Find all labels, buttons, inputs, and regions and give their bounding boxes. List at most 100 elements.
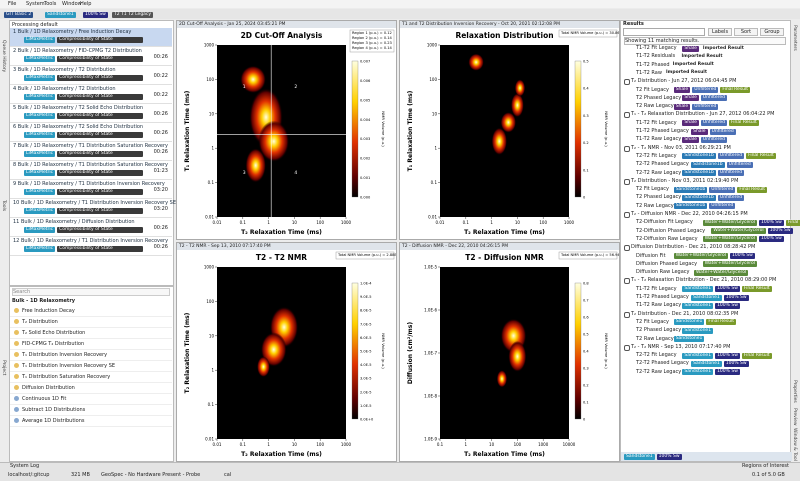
plot-tab[interactable]: T2 - T2 NMR - Sep 13, 2010 07:17:40 PM — [179, 244, 271, 249]
result-label[interactable]: T1-T2 Fit Legacy — [636, 285, 677, 292]
result-label[interactable]: T2 Raw Legacy — [636, 103, 674, 110]
result-tags: Sandstone1b Unfiltered — [682, 169, 746, 176]
library-item[interactable]: T₂ Solid Echo Distribution — [10, 328, 172, 339]
plot-tab[interactable]: T2 - Diffusion NMR - Dec 22, 2010 04:26:… — [402, 244, 509, 249]
result-label[interactable]: T1-T2 Phased Legacy — [636, 294, 689, 300]
menu-item[interactable]: Window — [62, 1, 82, 7]
library-item[interactable]: T₁ Distribution Saturation Recovery — [10, 372, 172, 383]
item-icon — [14, 330, 19, 335]
menu-item[interactable]: File — [8, 1, 17, 7]
legend-entry: Total NMR Volume (p.u.) = 2.88E-3 — [337, 253, 396, 257]
results-button[interactable]: Sort — [734, 28, 758, 36]
library-item-label: Continuous 1D Fit — [22, 396, 67, 402]
result-label[interactable]: T1-T2 Phased Legacy — [636, 128, 689, 134]
queue-item[interactable]: 7 Bulk / 1D Relaxometry / T1 Distributio… — [10, 142, 172, 161]
group-title[interactable]: T₁ - T₂ Relaxation Distribution - Dec 21… — [631, 277, 777, 284]
side-tab[interactable]: Properties — [792, 380, 797, 403]
result-label[interactable]: T2-T2 Fit Legacy — [636, 152, 677, 159]
x-tick-label: 1 — [490, 220, 493, 225]
result-label[interactable]: T1-T2 Raw Legacy — [636, 302, 682, 309]
menu-item[interactable]: Tools — [44, 1, 57, 7]
queue-item[interactable]: 5 Bulk / 1D Relaxometry / T2 Solid Echo … — [10, 104, 172, 123]
queue-item[interactable]: 6 Bulk / 1D Relaxometry / T2 Solid Echo … — [10, 123, 172, 142]
group-title[interactable]: T₂ - Diffusion NMR - Dec 22, 2010 04:26:… — [631, 211, 748, 217]
heat-blob — [258, 120, 290, 162]
queue-item[interactable]: 9 Bulk / 1D Relaxometry / T1 Distributio… — [10, 180, 172, 199]
side-tab[interactable]: Parameters — [792, 25, 797, 51]
queue-item[interactable]: 3 Bulk / 1D Relaxometry / T2 Distributio… — [10, 66, 172, 85]
results-button[interactable]: Labels — [708, 28, 732, 36]
side-tab[interactable]: Queue History — [1, 40, 6, 73]
queue-item[interactable]: 4 Bulk / 1D Relaxometry / T2 Distributio… — [10, 85, 172, 104]
result-label[interactable]: T2 Fit Legacy — [636, 86, 669, 93]
library-item[interactable]: Diffusion Distribution — [10, 383, 172, 394]
group-title[interactable]: T₂ Distribution - Jun 27, 2012 06:04:45 … — [631, 78, 737, 85]
y-tick-label: 10 — [209, 111, 215, 116]
queue-item[interactable]: 2 Bulk / 1D Relaxometry / FID-CPMG T2 Di… — [10, 47, 172, 66]
side-tab[interactable]: Preview — [792, 408, 797, 426]
library-item[interactable]: Continuous 1D Fit — [10, 394, 172, 405]
result-label[interactable]: T2 Phased Legacy — [636, 194, 682, 201]
result-label[interactable]: T2-T2 Raw Legacy — [636, 169, 682, 176]
result-label[interactable]: T1-T2 Fit Legacy — [636, 45, 677, 51]
result-label[interactable]: T2-T2 Phased Legacy — [636, 161, 689, 168]
group-title[interactable]: T₂ Distribution - Nov 03, 2011 02:19:40 … — [631, 177, 739, 184]
result-label[interactable]: Diffusion Fit — [636, 252, 666, 259]
queue-item[interactable]: 12 Bulk / 1D Relaxometry / T1 Distributi… — [10, 237, 172, 256]
search-box[interactable]: Search — [12, 288, 170, 296]
result-label[interactable]: T2 Phased Legacy — [636, 327, 682, 334]
tag: 100% Sw — [729, 253, 755, 259]
side-tab[interactable]: Window & Tool — [792, 428, 797, 461]
result-label[interactable]: T1-T2 Raw Legacy — [636, 136, 682, 143]
library-item[interactable]: Subtract 1D Distributions — [10, 405, 172, 416]
queue-item[interactable]: 11 Bulk / 1D Relaxometry / Diffusion Dis… — [10, 218, 172, 237]
queue-item[interactable]: 8 Bulk / 1D Relaxometry / T1 Distributio… — [10, 161, 172, 180]
group-icon — [624, 79, 630, 86]
library-item[interactable]: Free Induction Decay — [10, 306, 172, 317]
result-label[interactable]: T2 Phased Legacy — [636, 94, 682, 101]
result-label[interactable]: T2-T2 Fit Legacy — [636, 352, 677, 359]
library-item[interactable]: FID-CPMG T₂ Distribution — [10, 339, 172, 350]
result-label[interactable]: T2 Fit Legacy — [636, 318, 669, 325]
system-log-tab[interactable]: System Log — [10, 463, 40, 469]
side-tab[interactable]: Project — [1, 360, 6, 376]
group-title[interactable]: T₂ - T₂ NMR - Nov 03, 2011 06:29:21 PM — [631, 144, 731, 151]
group-title[interactable]: T₂ - T₂ NMR - Sep 13, 2010 07:17:40 PM — [631, 343, 731, 350]
result-label[interactable]: T2 Raw Legacy — [636, 335, 674, 342]
results-button[interactable]: Group — [760, 28, 784, 36]
heat-blob — [240, 65, 267, 94]
plot-tab[interactable]: T1 and T2 Distribution Inversion Recover… — [402, 22, 561, 27]
result-label[interactable]: T1-T2 Phased — [636, 61, 670, 68]
side-tab[interactable]: Tools — [1, 200, 6, 212]
result-label[interactable]: Diffusion Phased Legacy — [636, 260, 698, 267]
result-label[interactable]: T1-T2 Residuals — [636, 53, 676, 60]
colorbar-tick-label: 0.4 — [583, 350, 589, 354]
plot-tab[interactable]: 2D Cut-Off Analysis - Jan 25, 2024 03:45… — [179, 22, 286, 27]
result-label[interactable]: T2 Fit Legacy — [636, 186, 669, 193]
result-label[interactable]: T2-T2 Phased Legacy — [636, 360, 689, 367]
result-label[interactable]: T2-Diffusion Raw Legacy — [636, 235, 698, 242]
y-tick-label: 100 — [206, 299, 214, 304]
queue-item[interactable]: 1 Bulk / 1D Relaxometry / Free Induction… — [10, 28, 172, 47]
group-title[interactable]: T₁ - T₂ Relaxation Distribution - Jun 27… — [631, 111, 775, 118]
group-title[interactable]: Diffusion Distribution - Dec 21, 2010 08… — [631, 244, 756, 251]
result-label[interactable]: T2-Diffusion Fit Legacy — [636, 219, 693, 226]
library-item[interactable]: T₁ Distribution Inversion Recovery SE — [10, 361, 172, 372]
library-item[interactable]: T₁ Distribution Inversion Recovery — [10, 350, 172, 361]
group-title[interactable]: T₂ Distribution - Dec 21, 2010 08:02:35 … — [631, 310, 739, 317]
menu-item[interactable]: Help — [80, 1, 92, 7]
result-label[interactable]: T1-T2 Raw — [636, 69, 662, 76]
queue-item[interactable]: 10 Bulk / 1D Relaxometry / T1 Distributi… — [10, 199, 176, 218]
menu-item[interactable]: System — [26, 1, 45, 7]
result-label[interactable]: T2-Diffusion Phased Legacy — [636, 227, 706, 234]
result-label[interactable]: T2 Raw Legacy — [636, 202, 674, 209]
library-item[interactable]: T₂ Distribution — [10, 317, 172, 328]
result-tags: Water+Water/Glycerol — [702, 260, 759, 268]
colorbar-tick-label: 0 — [583, 196, 586, 200]
result-label[interactable]: Diffusion Raw Legacy — [636, 269, 690, 276]
tag: Unfiltered — [709, 128, 736, 135]
library-item[interactable]: Average 1D Distributions — [10, 416, 172, 427]
group-icon — [624, 245, 630, 252]
result-label[interactable]: T2-T2 Raw Legacy — [636, 368, 682, 375]
result-label[interactable]: T1-T2 Fit Legacy — [636, 119, 677, 126]
